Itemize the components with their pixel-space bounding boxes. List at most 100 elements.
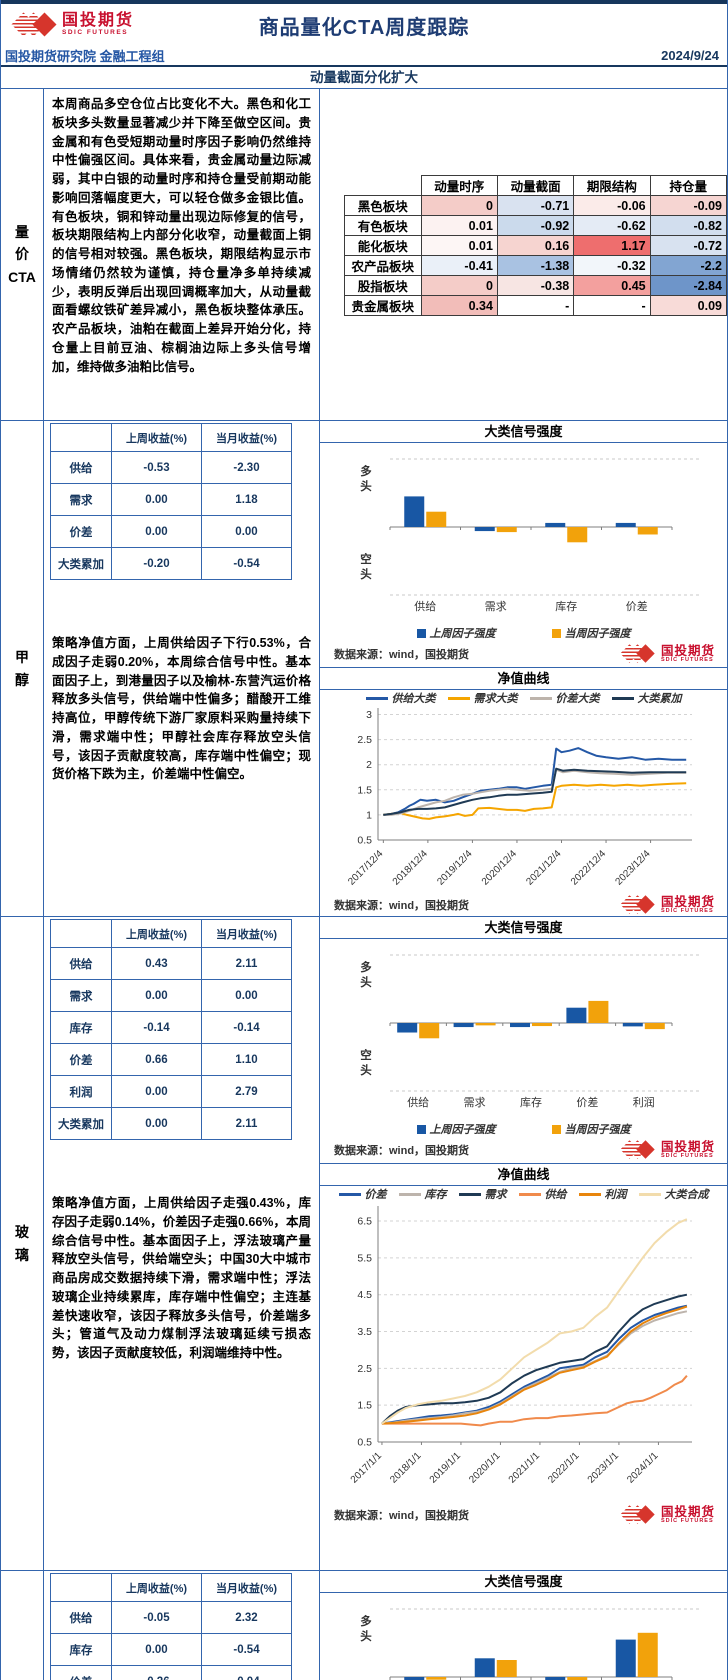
section-next: 上周收益(%)当月收益(%)供给-0.052.32库存0.00-0.54价差-0… xyxy=(1,1571,727,1680)
section-label-methanol: 甲 醇 xyxy=(1,421,44,916)
table-row: 黑色板块 0 -0.71 -0.06 -0.09 xyxy=(344,195,727,216)
glass-bar-legend: 上周因子强度 当周因子强度 xyxy=(320,1121,727,1137)
svg-text:头: 头 xyxy=(360,975,372,989)
svg-text:供给: 供给 xyxy=(407,1095,429,1109)
svg-text:3.5: 3.5 xyxy=(357,1326,372,1338)
table-row: 库存 -0.14 -0.14 xyxy=(50,1011,292,1044)
legend-item: 供给 xyxy=(518,1186,567,1202)
svg-text:2023/12/4: 2023/12/4 xyxy=(613,848,653,888)
svg-text:2018/12/4: 2018/12/4 xyxy=(391,848,431,888)
legend-swatch-icon xyxy=(458,1192,481,1196)
svg-text:2023/1/1: 2023/1/1 xyxy=(586,1450,622,1486)
legend-swatch-icon xyxy=(578,1192,601,1196)
svg-text:1: 1 xyxy=(366,809,372,821)
table-row: 价差 0.00 0.00 xyxy=(50,515,292,548)
svg-text:2019/1/1: 2019/1/1 xyxy=(428,1450,464,1486)
table-row: 大类累加 0.00 2.11 xyxy=(50,1107,292,1140)
table-row: 农产品板块 -0.41 -1.38 -0.32 -2.2 xyxy=(344,255,727,276)
svg-text:头: 头 xyxy=(360,1063,372,1077)
table-row: 大类累加 -0.20 -0.54 xyxy=(50,547,292,580)
next-returns-table: 上周收益(%)当月收益(%)供给-0.052.32库存0.00-0.54价差-0… xyxy=(50,1573,319,1680)
table-row: 价差 0.66 1.10 xyxy=(50,1043,292,1076)
table-row: 库存 0.00 -0.54 xyxy=(50,1633,292,1666)
cta-commentary: 本周商品多空仓位占比变化不大。黑色和化工板块多头数量显著减少并下降至做空区间。贵… xyxy=(52,97,311,374)
section-methanol: 甲 醇 上周收益(%) 当月收益(%) 供给 -0.53 -2.30 需求 0.00 1.18… xyxy=(1,421,727,917)
svg-text:2024/1/1: 2024/1/1 xyxy=(625,1450,661,1486)
svg-text:2.5: 2.5 xyxy=(357,734,372,746)
logo-diamonds-icon xyxy=(620,644,656,664)
methanol-commentary: 策略净值方面，上周供给因子下行0.53%，合成因子走弱0.20%，本周综合信号中… xyxy=(52,636,311,782)
legend-swatch-icon xyxy=(638,1192,661,1196)
methanol-line-source-row: 数据来源：wind，国投期货 国投期货 SDIC FUTURES xyxy=(320,892,727,916)
svg-text:多: 多 xyxy=(360,464,372,478)
research-group: 国投期货研究院 金融工程组 xyxy=(5,49,165,64)
legend-item: 利润 xyxy=(578,1186,627,1202)
svg-text:2022/12/4: 2022/12/4 xyxy=(569,848,609,888)
svg-text:库存: 库存 xyxy=(520,1095,542,1109)
sector-signal-heatmap: 动量时序 动量截面 期限结构 持仓量 黑色板块 0 -0.71 -0.06 -0.09 有色板块 0… xyxy=(344,175,727,316)
table-row: 需求 0.00 0.00 xyxy=(50,979,292,1012)
report-headline: 动量截面分化扩大 xyxy=(1,67,727,89)
legend-swatch-icon xyxy=(365,696,388,700)
svg-text:利润: 利润 xyxy=(633,1095,655,1109)
legend-swatch-icon xyxy=(611,696,634,700)
svg-text:2020/1/1: 2020/1/1 xyxy=(467,1450,503,1486)
company-logo-small: 国投期货 SDIC FUTURES xyxy=(620,1140,715,1160)
data-source-text: 数据来源：wind，国投期货 xyxy=(334,649,470,661)
svg-text:2022/1/1: 2022/1/1 xyxy=(546,1450,582,1486)
glass-returns-table: 上周收益(%) 当月收益(%) 供给 0.43 2.11 需求 0.00 0.00 库存 -0.1… xyxy=(50,919,319,1140)
legend-item: 上周因子强度 xyxy=(416,625,496,641)
report-header: 国投期货 SDIC FUTURES 商品量化CTA周度跟踪 xyxy=(1,4,727,46)
methanol-line-legend: 供给大类 需求大类 价差大类 大类累加 xyxy=(320,690,727,706)
legend-item: 价差大类 xyxy=(529,690,600,706)
svg-text:1.5: 1.5 xyxy=(357,784,372,796)
company-logo-small: 国投期货 SDIC FUTURES xyxy=(620,644,715,664)
company-logo-small: 国投期货 SDIC FUTURES xyxy=(620,895,715,915)
legend-swatch-icon xyxy=(529,696,552,700)
report-date: 2024/9/24 xyxy=(661,48,719,63)
svg-text:0.5: 0.5 xyxy=(357,835,372,847)
svg-text:2: 2 xyxy=(366,759,372,771)
svg-text:空: 空 xyxy=(360,1048,372,1062)
methanol-bar-chart-title: 大类信号强度 xyxy=(320,421,727,443)
page-title: 商品量化CTA周度跟踪 xyxy=(258,16,470,39)
logo-diamonds-icon xyxy=(620,1505,656,1525)
legend-item: 上周因子强度 xyxy=(416,1121,496,1137)
logo-en-text: SDIC FUTURES xyxy=(62,28,129,36)
top-border xyxy=(1,0,727,4)
methanol-line-chart-title: 净值曲线 xyxy=(320,668,727,690)
glass-line-chart-panel: 价差 库存 需求 供给 利润 大类合成 0.5 1.5 2.5 3.5 4.5 5.5 6.5 2017… xyxy=(320,1186,727,1570)
methanol-bar-source-row: 数据来源：wind，国投期货 国投期货 SDIC FUTURES xyxy=(320,641,727,667)
svg-text:多: 多 xyxy=(360,1614,372,1628)
svg-text:2021/12/4: 2021/12/4 xyxy=(524,848,564,888)
legend-item: 大类累加 xyxy=(611,690,682,706)
logo-diamonds-icon xyxy=(620,1140,656,1160)
svg-text:5.5: 5.5 xyxy=(357,1252,372,1264)
legend-swatch-icon xyxy=(518,1192,541,1196)
svg-text:头: 头 xyxy=(360,479,372,493)
legend-swatch-icon xyxy=(416,1124,426,1134)
svg-text:库存: 库存 xyxy=(555,599,577,613)
svg-text:头: 头 xyxy=(360,567,372,581)
svg-text:1.5: 1.5 xyxy=(357,1400,372,1412)
svg-text:需求: 需求 xyxy=(485,600,507,613)
subtitle-row: 国投期货研究院 金融工程组 2024/9/24 xyxy=(1,46,727,67)
table-row: 利润 0.00 2.79 xyxy=(50,1075,292,1108)
svg-text:2021/1/1: 2021/1/1 xyxy=(507,1450,543,1486)
legend-item: 当周因子强度 xyxy=(551,625,631,641)
methanol-bar-chart-panel: 供给 需求 库存 价差多头空头 上周因子强度 当周因子强度 数据来源：wind，国投期货… xyxy=(320,443,727,668)
section-cta: 量 价 CTA 本周商品多空仓位占比变化不大。黑色和化工板块多头数量显著减少并下… xyxy=(1,89,727,421)
glass-bar-chart-title: 大类信号强度 xyxy=(320,917,727,939)
svg-text:供给: 供给 xyxy=(414,599,436,613)
section-glass: 玻 璃 上周收益(%) 当月收益(%) 供给 0.43 2.11 需求 0.00 0.00 库存… xyxy=(1,917,727,1571)
next-signal-bar-chart: 供给库存价差大类累加多头空头 xyxy=(360,1608,700,1680)
table-row: 有色板块 0.01 -0.92 -0.62 -0.82 xyxy=(344,215,727,236)
svg-text:2.5: 2.5 xyxy=(357,1363,372,1375)
data-source-text: 数据来源：wind，国投期货 xyxy=(334,1145,470,1157)
svg-text:价差: 价差 xyxy=(576,1095,598,1109)
section-label-glass: 玻 璃 xyxy=(1,917,44,1570)
table-row: 价差-0.26-0.04 xyxy=(50,1665,292,1680)
legend-item: 需求大类 xyxy=(447,690,518,706)
data-source-text: 数据来源：wind，国投期货 xyxy=(334,1510,470,1522)
